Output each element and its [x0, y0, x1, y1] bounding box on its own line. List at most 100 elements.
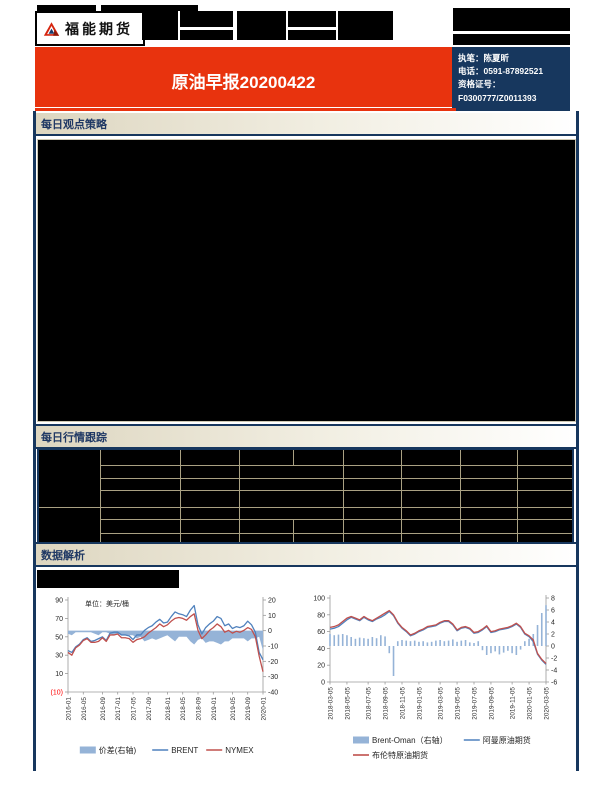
svg-text:4: 4 [551, 620, 555, 627]
table-cell-redacted [292, 518, 344, 534]
company-logo: 福能期货 [35, 11, 145, 46]
nav-item-redacted[interactable] [237, 11, 286, 40]
table-row [37, 506, 574, 547]
table-cell-redacted [342, 518, 402, 534]
table-cell-redacted [459, 489, 518, 508]
svg-text:2020-01-05: 2020-01-05 [527, 687, 534, 720]
svg-text:-40: -40 [268, 690, 278, 697]
svg-text:-2: -2 [551, 656, 557, 663]
svg-text:2020-03-05: 2020-03-05 [544, 687, 551, 720]
svg-text:60: 60 [317, 629, 325, 636]
nav-item-redacted[interactable] [338, 11, 393, 40]
section-header-data-analysis: 数据解析 [36, 542, 576, 567]
table-cell-redacted [516, 518, 574, 534]
license-label-line: 资格证号： [458, 79, 501, 90]
svg-text:6: 6 [551, 608, 555, 615]
svg-text:Brent-Oman（右轴）: Brent-Oman（右轴） [372, 735, 448, 745]
svg-text:20: 20 [268, 598, 276, 605]
svg-text:8: 8 [551, 596, 555, 603]
svg-text:价差(右轴): 价差(右轴) [99, 745, 137, 755]
table-cell-redacted [400, 506, 461, 520]
table-cell-redacted [99, 477, 181, 491]
red-divider [35, 47, 452, 52]
table-cell-redacted [400, 477, 461, 491]
report-body: 每日观点策略 每日行情跟踪 数据解析 90 70 50 30 10 (10) 20 10 0 -1… [33, 111, 579, 771]
table-cell-redacted [179, 448, 240, 466]
svg-text:2019-07-05: 2019-07-05 [472, 687, 479, 720]
table-cell-redacted [179, 518, 240, 534]
table-cell-redacted [179, 489, 240, 508]
table-cell-redacted [179, 506, 240, 520]
svg-text:0: 0 [268, 628, 272, 635]
table-cell-redacted [400, 464, 461, 479]
svg-text:2017-05: 2017-05 [131, 697, 138, 721]
svg-text:BRENT: BRENT [171, 746, 198, 755]
nav-item-redacted[interactable] [180, 11, 233, 27]
nav-item-redacted[interactable] [288, 30, 336, 40]
table-row [38, 489, 574, 508]
nav-item-redacted[interactable] [453, 34, 570, 45]
red-divider [35, 108, 456, 111]
brent-nymex-price-chart: 90 70 50 30 10 (10) 20 10 0 -10 -20 -30 -40 2016-01 20… [51, 597, 278, 755]
svg-text:30: 30 [55, 653, 63, 660]
nav-item-redacted[interactable] [288, 11, 336, 27]
svg-text:-30: -30 [268, 674, 278, 681]
table-cell-redacted [99, 506, 181, 520]
svg-text:-20: -20 [268, 659, 278, 666]
svg-text:40: 40 [317, 646, 325, 653]
table-cell-redacted [516, 464, 574, 479]
table-cell-redacted [292, 448, 344, 466]
nav-item-redacted[interactable] [453, 8, 570, 31]
table-cell-redacted [342, 489, 402, 508]
table-cell-redacted [516, 477, 574, 491]
redacted-strategy-text [37, 139, 576, 422]
svg-text:10: 10 [268, 613, 276, 620]
svg-text:90: 90 [55, 598, 63, 605]
svg-text:2016-09: 2016-09 [100, 697, 107, 721]
funeng-triangle-logo-icon [43, 21, 60, 36]
table-row [38, 477, 574, 491]
svg-text:-4: -4 [551, 668, 557, 675]
svg-text:2018-03-05: 2018-03-05 [328, 687, 335, 720]
svg-text:20: 20 [317, 663, 325, 670]
svg-text:2018-11-05: 2018-11-05 [400, 687, 407, 720]
svg-text:50: 50 [55, 634, 63, 641]
svg-text:-10: -10 [268, 644, 278, 651]
report-title: 原油早报20200422 [171, 73, 316, 92]
section-header-daily-market: 每日行情跟踪 [36, 424, 576, 449]
table-cell-redacted [459, 464, 518, 479]
svg-text:2016-01: 2016-01 [66, 697, 73, 721]
svg-text:阿曼原油期货: 阿曼原油期货 [483, 735, 531, 745]
nav-item-redacted[interactable] [142, 11, 178, 40]
phone-line: 电话：0591-87892521 [458, 66, 544, 77]
svg-text:70: 70 [55, 616, 63, 623]
svg-text:2018-09: 2018-09 [196, 697, 203, 721]
table-cell-redacted [459, 518, 518, 534]
table-cell-redacted [516, 506, 574, 520]
table-cell-redacted [238, 464, 344, 479]
report-banner: 原油早报20200422 [35, 52, 452, 107]
masthead-strip [37, 5, 96, 11]
masthead-strip [101, 5, 198, 11]
svg-text:2017-09: 2017-09 [146, 697, 153, 721]
svg-text:2019-09: 2019-09 [245, 697, 252, 721]
table-cell-redacted [238, 506, 344, 520]
table-cell-redacted [516, 489, 574, 508]
svg-text:(10): (10) [51, 690, 63, 697]
svg-text:2019-03-05: 2019-03-05 [438, 687, 445, 720]
table-cell-redacted [400, 518, 461, 534]
table-cell-redacted [342, 506, 402, 520]
svg-text:2016-05: 2016-05 [81, 697, 88, 721]
table-cell-redacted [342, 448, 402, 466]
svg-text:0: 0 [551, 644, 555, 651]
table-cell-redacted [99, 464, 181, 479]
svg-text:2019-05-05: 2019-05-05 [455, 687, 462, 720]
nav-item-redacted[interactable] [180, 30, 233, 40]
svg-text:单位：美元/桶: 单位：美元/桶 [85, 599, 129, 608]
svg-text:-6: -6 [551, 680, 557, 687]
svg-text:0: 0 [321, 680, 325, 687]
redacted-chart-title [37, 570, 179, 588]
table-cell-redacted [99, 489, 181, 508]
